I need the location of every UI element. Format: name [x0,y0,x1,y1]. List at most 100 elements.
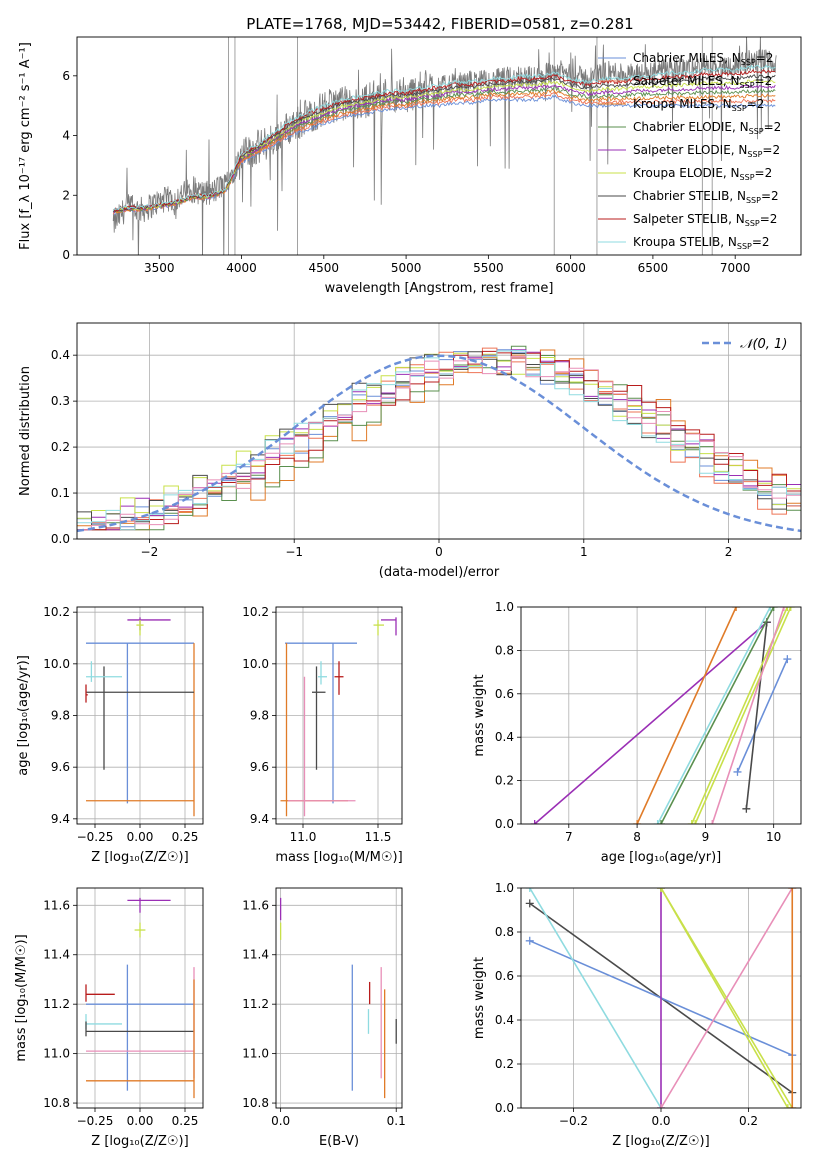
plot-area [525,888,797,1108]
legend-label-tail: =2 [756,51,774,65]
legend-label-sub: SSP [749,127,764,136]
legend-label-main: Kroupa MILES, N [633,97,732,111]
axes-residuals: −2 −1 0 1 2 0.0 0.1 0.2 0.3 0.4 (data-model)/error… [18,322,802,580]
axes-mass_vs_Z: −0.25 0.00 0.25 10.8 11.0 11.2 11.4 11.6 Z [log₁… [14,887,204,1149]
x-tick-label: 0.00 [127,1114,154,1128]
mass-weight-marker [657,820,665,824]
y-tick-label: 9.4 [51,812,70,826]
mass-weight-marker [530,820,539,824]
legend-label-sub: SSP [732,104,747,113]
legend-label-tail: =2 [755,166,773,180]
y-tick-label: 9.6 [250,760,269,774]
axes-age_vs_Z: −0.25 0.00 0.25 9.4 9.6 9.8 10.0 10.2 Z [log₁₀(Z… [16,605,204,865]
axes-frame [520,606,802,825]
legend-label-sub: SSP [746,196,761,205]
legend-label-sub: SSP [745,219,760,228]
x-tick-label: 7000 [720,261,751,275]
y-tick-label: 6 [62,69,70,83]
legend-label-sub: SSP [747,150,762,159]
y-tick-label: 0.0 [495,817,514,831]
x-tick-label: 0.25 [172,830,199,844]
legend-label-main: Chabrier MILES, N [633,51,741,65]
data-spectrum [112,37,777,255]
x-tick-label: −1 [285,545,303,559]
model-spectrum-3 [112,86,776,214]
y-tick-label: 0.1 [51,486,70,500]
legend-label-main: Kroupa STELIB, N [633,235,737,249]
y-tick-label: 9.8 [250,709,269,723]
y-tick-label: 0.6 [495,687,514,701]
x-tick-label: 8 [633,830,641,844]
legend-label-main: Salpeter STELIB, N [633,212,745,226]
legend-label-tail: =2 [764,120,782,134]
plot-area [77,345,801,533]
x-tick-label: 9 [702,830,710,844]
x-tick-label: 5500 [473,261,504,275]
y-tick-label: 0.6 [495,969,514,983]
legend-label: Kroupa STELIB, NSSP=2 [633,235,770,251]
legend-label-tail: =2 [762,143,780,157]
mass-weight-line-2 [736,658,789,773]
y-tick-label: 11.6 [43,898,70,912]
y-tick-label: 0.0 [495,1101,514,1115]
x-tick-label: 4000 [226,261,257,275]
x-tick-label: 5000 [391,261,422,275]
x-tick-label: 1 [580,545,588,559]
legend-label: Kroupa MILES, NSSP=2 [633,97,764,113]
x-tick-label: 0.2 [739,1114,758,1128]
mass-weight-line-4 [656,607,771,824]
model-spectrum-8 [112,64,776,212]
mass-weight-line-5 [660,607,775,824]
y-tick-label: 0.4 [51,348,70,362]
plot-area [112,37,777,255]
legend-label: Chabrier ELODIE, NSSP=2 [633,120,781,136]
legend-label: Salpeter MILES, NSSP=2 [633,74,772,90]
legend-label-tail: =2 [755,74,773,88]
mass-weight-marker [769,607,778,611]
plot-area [530,607,795,824]
y-tick-label: 0 [62,248,70,262]
y-tick-label: 9.6 [51,760,70,774]
legend-label-main: Salpeter ELODIE, N [633,143,747,157]
x-tick-label: −0.2 [559,1114,588,1128]
x-tick-label: 0 [435,545,443,559]
x-axis-label: E(B-V) [319,1134,359,1149]
plot-area [280,617,397,817]
x-tick-label: 11.0 [290,830,317,844]
y-tick-label: 0.8 [495,643,514,657]
axes-age_vs_mass: 11.0 11.5 9.4 9.6 9.8 10.0 10.2 mass [log₁₀(M/M… [242,605,402,865]
mass-weight-marker [691,820,700,824]
y-tick-label: 0.2 [495,1057,514,1071]
y-tick-label: 11.2 [242,997,269,1011]
y-tick-label: 11.6 [242,898,269,912]
figure-title: PLATE=1768, MJD=53442, FIBERID=0581, z=0… [246,15,633,33]
mass-weight-marker [783,1104,792,1108]
x-tick-label: −0.25 [77,830,114,844]
legend-label: Salpeter ELODIE, NSSP=2 [633,143,780,159]
x-tick-label: −2 [141,545,159,559]
y-axis-label: mass weight [472,674,487,756]
plots-layer: 3500 4000 4500 5000 5500 6000 6500 7000 0 2 4 6 wave… [14,36,802,1149]
y-axis-label: mass weight [472,957,487,1039]
mass-weight-line-5 [660,888,789,1108]
axes-massweight_vs_age: 7 8 9 10 0.0 0.2 0.4 0.6 0.8 1.0 age [log₁₀(age/yr… [472,600,802,865]
x-axis-label: age [log₁₀(age/yr)] [601,850,722,865]
x-tick-label: 11.5 [365,830,392,844]
legend-label-main: Kroupa ELODIE, N [633,166,740,180]
mass-weight-line-2 [529,888,662,1108]
y-tick-label: 0.3 [51,394,70,408]
mass-weight-marker [783,607,792,611]
mass-weight-line-3 [745,622,768,809]
x-tick-label: 0.1 [387,1114,406,1128]
legend-label-sub: SSP [740,81,755,90]
mass-weight-line-1 [636,607,737,824]
mass-weight-marker [657,888,665,892]
x-tick-label: 7 [565,830,573,844]
legend-label-tail: =2 [761,189,779,203]
axes-massweight_vs_Z: −0.2 0.0 0.2 0.0 0.2 0.4 0.6 0.8 1.0 Z [log₁₀(Z/Z… [472,881,802,1149]
mass-weight-marker [708,820,717,824]
y-tick-label: 10.2 [43,605,70,619]
x-axis-label: (data-model)/error [379,565,500,580]
legend-label: Chabrier MILES, NSSP=2 [633,51,773,67]
